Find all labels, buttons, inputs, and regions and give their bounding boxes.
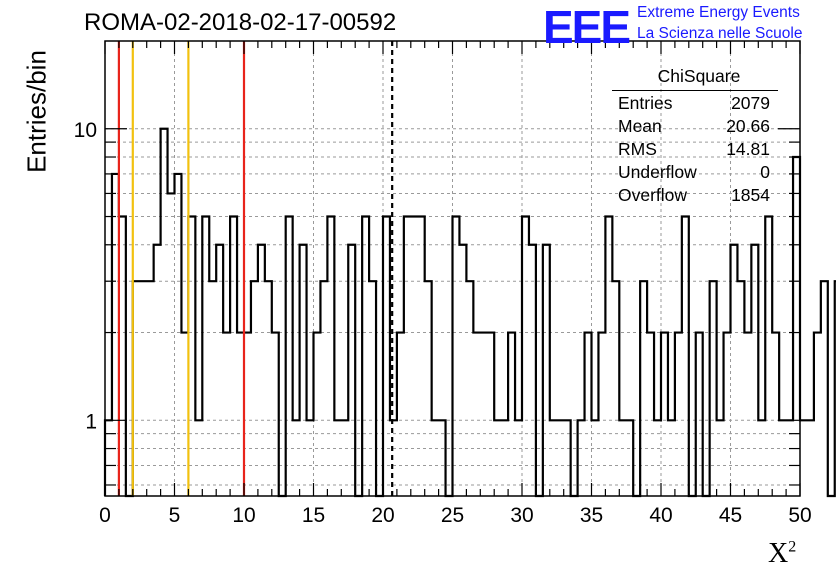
stats-value: 20.66 [726, 116, 770, 136]
logo-line-2: La Scienza nelle Scuole [637, 25, 803, 42]
x-axis-label: X2 [768, 538, 796, 570]
histogram-series [103, 127, 836, 498]
stats-row-entries: Entries 2079 [612, 93, 778, 116]
stats-value: 0 [760, 162, 770, 182]
y-tick-label: 1 [85, 410, 97, 433]
stats-row-mean: Mean 20.66 [612, 116, 778, 139]
stats-divider [612, 90, 778, 91]
stats-label: RMS [618, 139, 657, 159]
stats-label: Entries [618, 93, 673, 113]
stats-value: 14.81 [726, 139, 770, 159]
stats-row-overflow: Overflow 1854 [612, 185, 778, 208]
y-tick-label: 10 [74, 119, 97, 142]
x-tick-label: 50 [788, 504, 811, 527]
x-axis-label-superscript: 2 [788, 538, 797, 556]
stats-value: 1854 [731, 185, 770, 205]
x-tick-label: 15 [302, 504, 325, 527]
x-tick-label: 45 [719, 504, 742, 527]
x-tick-label: 40 [649, 504, 672, 527]
x-tick-label: 35 [580, 504, 603, 527]
logo-line-1: Extreme Energy Events [637, 4, 800, 21]
stats-value: 2079 [731, 93, 770, 113]
stats-rows: Entries 2079 Mean 20.66 RMS 14.81 Underflow… [612, 90, 778, 208]
x-tick-label: 20 [371, 504, 394, 527]
stats-box: ChiSquare Entries 2079 Mean 20.66 RMS 14.81… [612, 66, 778, 208]
stats-row-underflow: Underflow 0 [612, 162, 778, 185]
x-tick-label: 30 [510, 504, 533, 527]
stats-row-rms: RMS 14.81 [612, 139, 778, 162]
chart-title: ROMA-02-2018-02-17-00592 [84, 9, 397, 36]
stats-label: Overflow [618, 185, 688, 205]
y-axis-label: Entries/bin [21, 50, 52, 173]
x-axis-label-base: X [768, 538, 789, 569]
x-tick-label: 10 [232, 504, 255, 527]
x-tick-label: 0 [99, 504, 111, 527]
x-tick-label: 5 [169, 504, 181, 527]
stats-title: ChiSquare [657, 66, 741, 86]
stats-label: Mean [618, 116, 662, 136]
x-tick-label: 25 [441, 504, 464, 527]
eee-logo: EEE [543, 1, 631, 53]
stats-label: Underflow [618, 162, 697, 182]
